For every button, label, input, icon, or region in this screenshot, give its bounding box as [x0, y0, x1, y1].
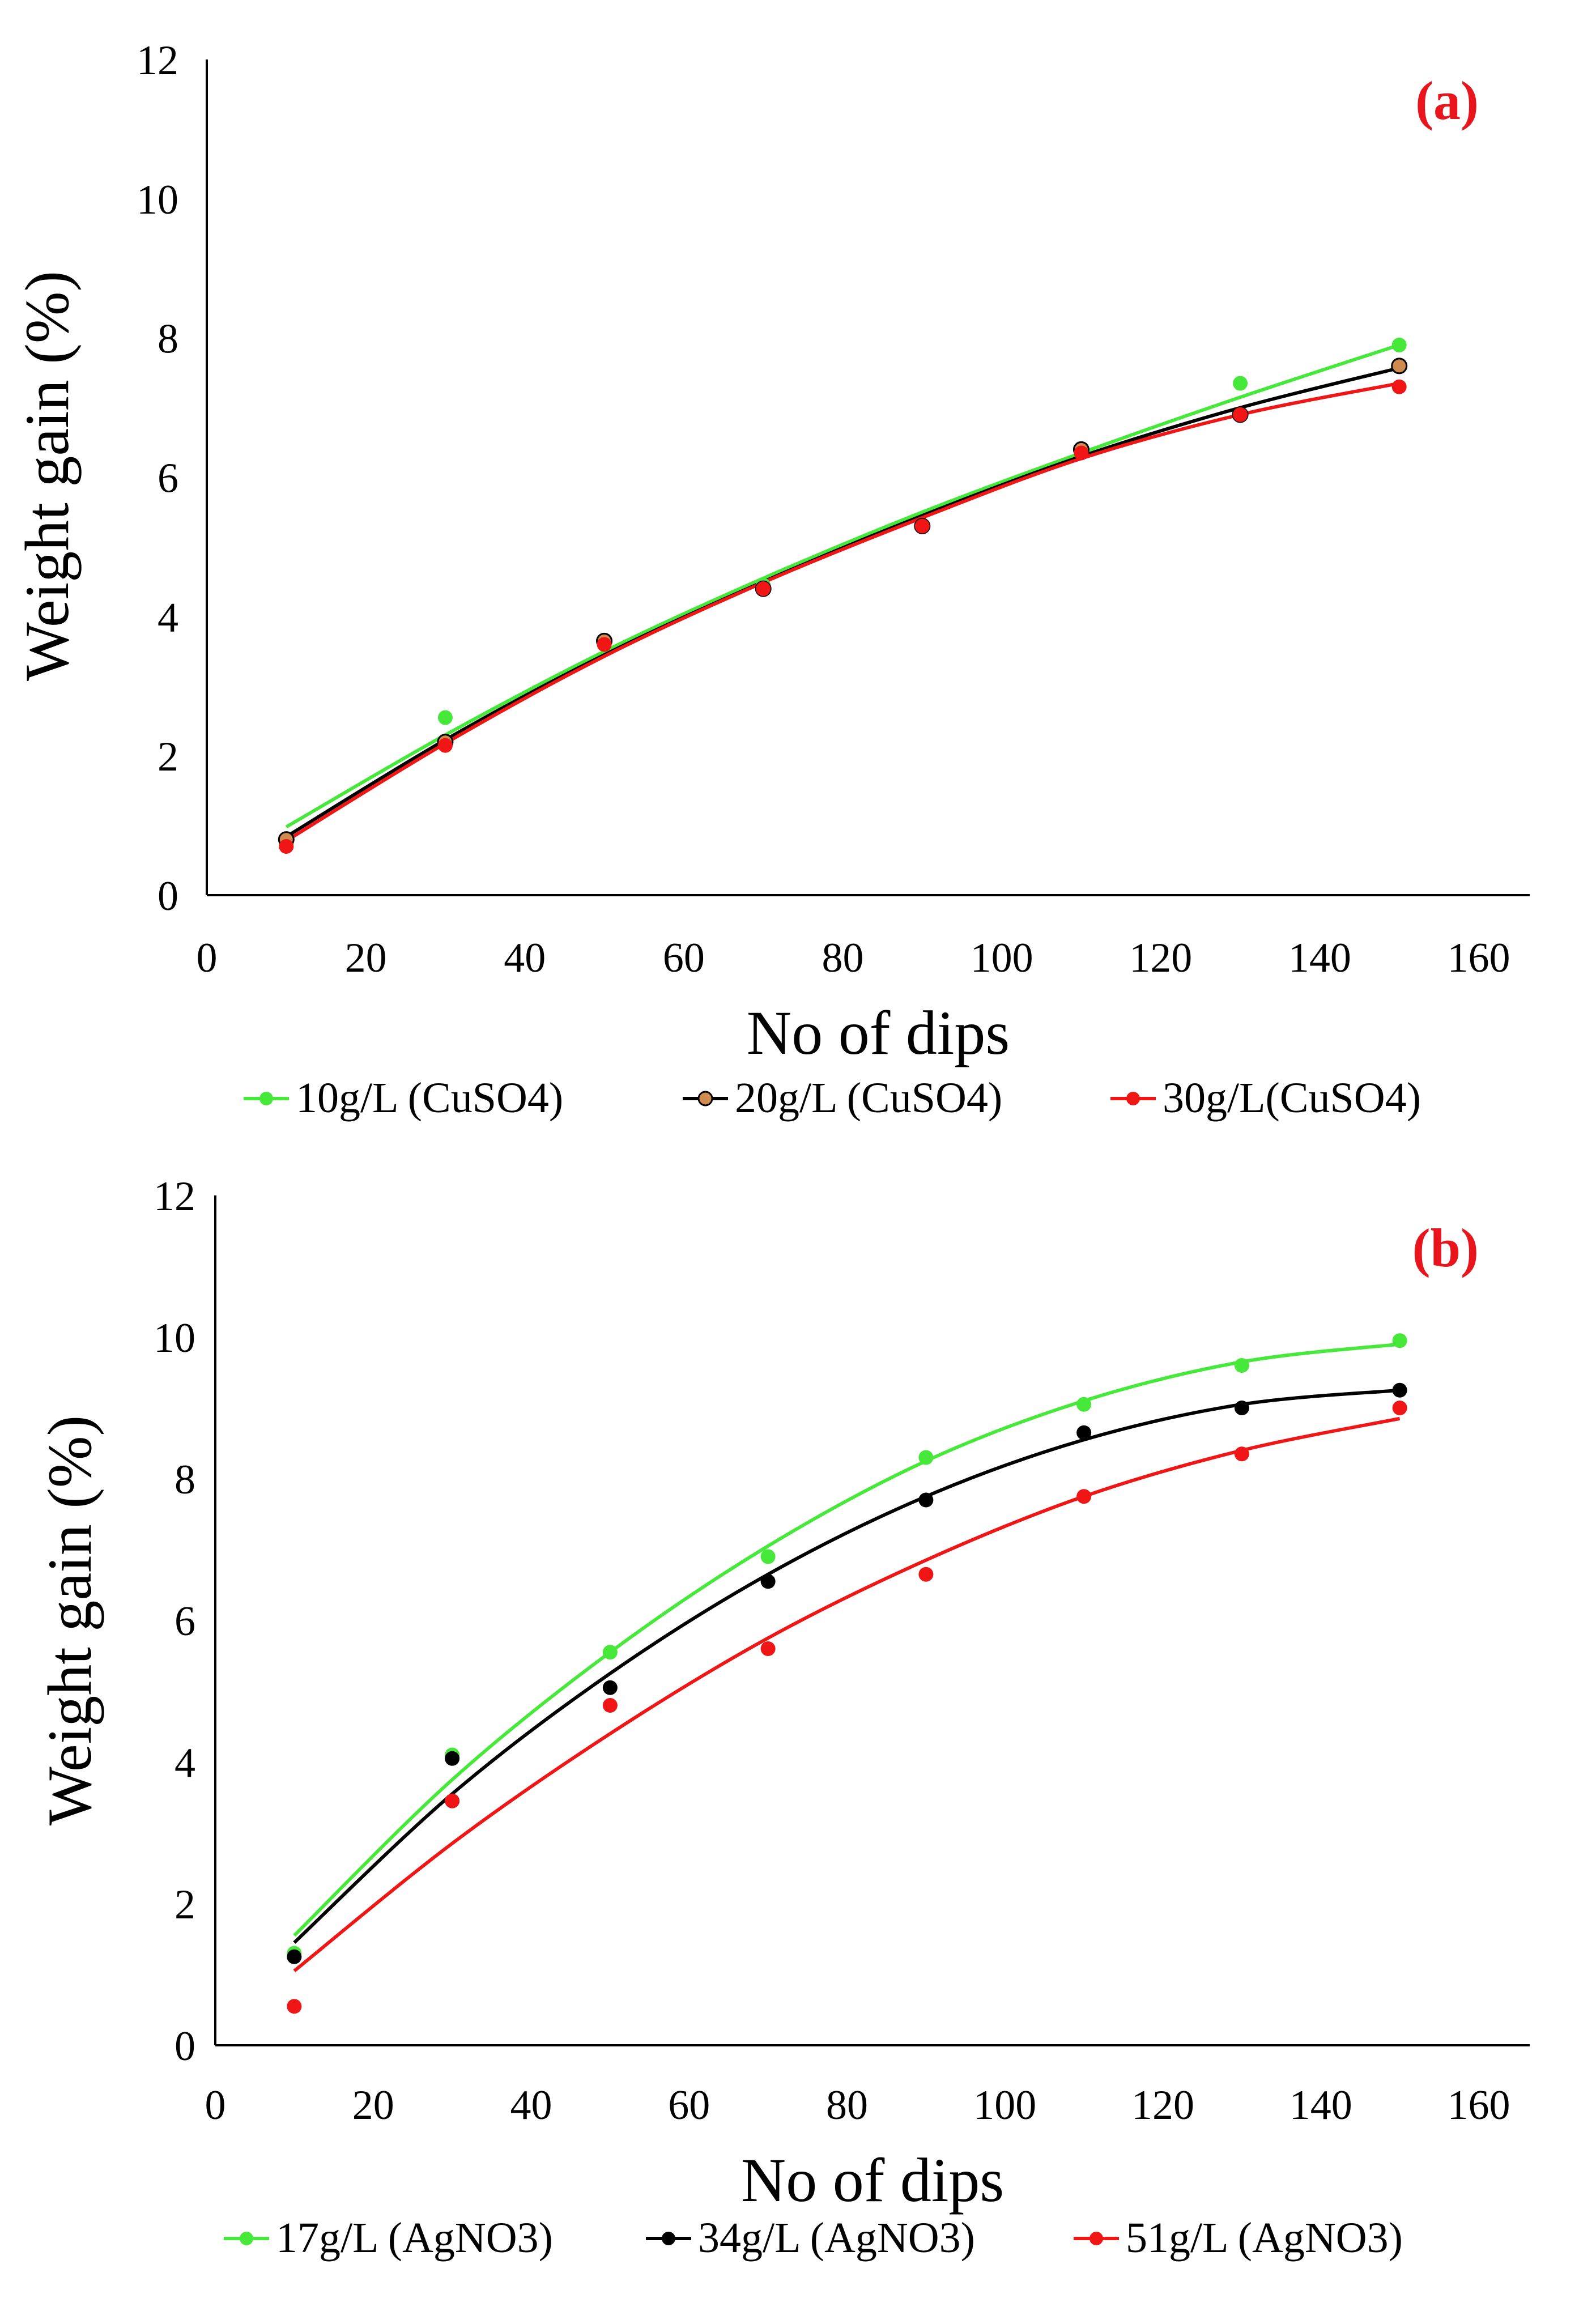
legend-label-series-3: 30g/L(CuSO4) — [1163, 1074, 1421, 1122]
data-point-series-2 — [1391, 357, 1408, 374]
data-point-series-2 — [287, 1949, 302, 1964]
y-tick-label: 6 — [175, 1598, 195, 1645]
y-tick-label: 12 — [137, 37, 178, 84]
data-point-series-3 — [1392, 1401, 1407, 1415]
data-point-series-3 — [1234, 1446, 1249, 1462]
data-point-series-2 — [918, 1492, 934, 1508]
data-point-series-1 — [437, 710, 453, 725]
y-tick-label: 2 — [175, 1882, 195, 1928]
y-tick-label: 6 — [158, 456, 178, 502]
data-point-series-2 — [1392, 1382, 1407, 1398]
x-tick-label: 160 — [1448, 935, 1510, 981]
legend-marker-series-1 — [240, 2232, 253, 2245]
trendline-series-3 — [293, 1416, 1401, 1973]
data-point-series-1 — [1234, 1358, 1249, 1373]
x-tick-label: 160 — [1448, 2082, 1510, 2129]
data-point-series-1 — [1233, 376, 1248, 391]
data-point-series-1 — [1076, 1397, 1092, 1412]
data-point-series-1 — [1392, 1333, 1407, 1348]
data-point-series-3 — [756, 581, 771, 597]
data-point-series-2 — [1234, 1401, 1249, 1415]
legend-marker-series-3 — [1089, 2232, 1103, 2245]
data-point-series-3 — [437, 738, 453, 753]
trendline-series-1 — [293, 1342, 1400, 1937]
x-tick-label: 60 — [668, 2082, 710, 2129]
y-tick-label: 8 — [175, 1457, 195, 1503]
data-point-series-3 — [1233, 407, 1248, 422]
y-axis-title: Weight gain (%) — [35, 1415, 104, 1825]
x-tick-label: 80 — [822, 935, 864, 981]
legend-label-series-3: 51g/L (AgNO3) — [1126, 2214, 1403, 2262]
data-point-series-3 — [1074, 445, 1089, 461]
data-point-series-3 — [287, 1999, 302, 2014]
legend-label-series-2: 20g/L (CuSO4) — [735, 1074, 1002, 1122]
data-point-series-2 — [1076, 1425, 1092, 1440]
y-tick-label: 10 — [137, 177, 178, 223]
legend-marker-series-2 — [662, 2232, 675, 2245]
legend-label-series-1: 17g/L (AgNO3) — [276, 2214, 553, 2262]
x-tick-label: 20 — [345, 935, 387, 981]
data-point-series-3 — [602, 1698, 618, 1713]
y-axis-title: Weight gain (%) — [12, 271, 82, 681]
x-tick-label: 140 — [1289, 2082, 1352, 2129]
y-tick-label: 0 — [175, 2023, 195, 2070]
x-tick-label: 0 — [205, 2082, 226, 2129]
legend-label-series-2: 34g/L (AgNO3) — [698, 2214, 975, 2262]
x-tick-label: 140 — [1288, 935, 1351, 981]
y-tick-label: 4 — [175, 1740, 195, 1786]
y-tick-label: 2 — [158, 734, 178, 780]
legend-marker-series-2 — [697, 1091, 713, 1106]
x-tick-label: 40 — [510, 2082, 552, 2129]
data-point-series-3 — [914, 518, 930, 534]
data-point-series-3 — [918, 1567, 934, 1582]
panel-label: (a) — [1415, 70, 1479, 131]
trendline-series-2 — [293, 1388, 1400, 1944]
data-point-series-3 — [597, 637, 612, 652]
legend-marker-series-3 — [1126, 1092, 1140, 1105]
x-tick-label: 100 — [973, 2082, 1036, 2129]
data-point-series-1 — [918, 1450, 934, 1465]
legend: 10g/L (CuSO4) 20g/L (CuSO4) 30g/L(CuSO4) — [244, 1074, 1421, 1122]
data-point-series-3 — [760, 1641, 776, 1656]
x-tick-label: 120 — [1131, 2082, 1194, 2129]
y-tick-label: 12 — [154, 1173, 195, 1220]
trendline-series-2 — [285, 366, 1400, 839]
y-tick-label: 0 — [158, 873, 178, 920]
data-point-series-3 — [445, 1793, 460, 1808]
chart-panel-b: 0 20 40 60 80 100 120 140 160 0 2 4 6 8 10 12 (b) No o… — [35, 1173, 1530, 2262]
legend: 17g/L (AgNO3) 34g/L (AgNO3) 51g/L (AgNO3) — [224, 2214, 1403, 2262]
data-point-series-1 — [602, 1645, 618, 1660]
y-tick-label: 10 — [154, 1315, 195, 1361]
x-axis-title: No of dips — [741, 2146, 1004, 2215]
x-tick-label: 80 — [826, 2082, 868, 2129]
y-tick-label: 4 — [158, 594, 178, 641]
panel-label: (b) — [1412, 1218, 1479, 1278]
x-axis-title: No of dips — [747, 998, 1010, 1067]
data-point-series-2 — [602, 1680, 618, 1695]
data-point-series-3 — [1391, 379, 1407, 394]
x-tick-label: 120 — [1129, 935, 1192, 981]
trendline-series-3 — [285, 381, 1400, 842]
data-point-series-2 — [445, 1751, 460, 1766]
x-tick-label: 40 — [504, 935, 546, 981]
data-point-series-1 — [760, 1549, 776, 1564]
data-point-series-2 — [760, 1574, 776, 1589]
x-tick-label: 100 — [971, 935, 1033, 981]
chart-panel-a: 0 20 40 60 80 100 120 140 160 0 2 4 6 8 10 12 (a) No o… — [12, 37, 1530, 1122]
legend-marker-series-1 — [259, 1092, 273, 1105]
data-point-series-1 — [1391, 337, 1407, 352]
x-tick-label: 60 — [663, 935, 705, 981]
y-tick-label: 8 — [158, 316, 178, 363]
legend-label-series-1: 10g/L (CuSO4) — [296, 1074, 563, 1122]
x-tick-label: 0 — [197, 935, 218, 981]
data-point-series-3 — [279, 839, 294, 854]
trendline-series-1 — [285, 343, 1400, 829]
x-tick-label: 20 — [352, 2082, 394, 2129]
data-point-series-3 — [1076, 1489, 1092, 1504]
